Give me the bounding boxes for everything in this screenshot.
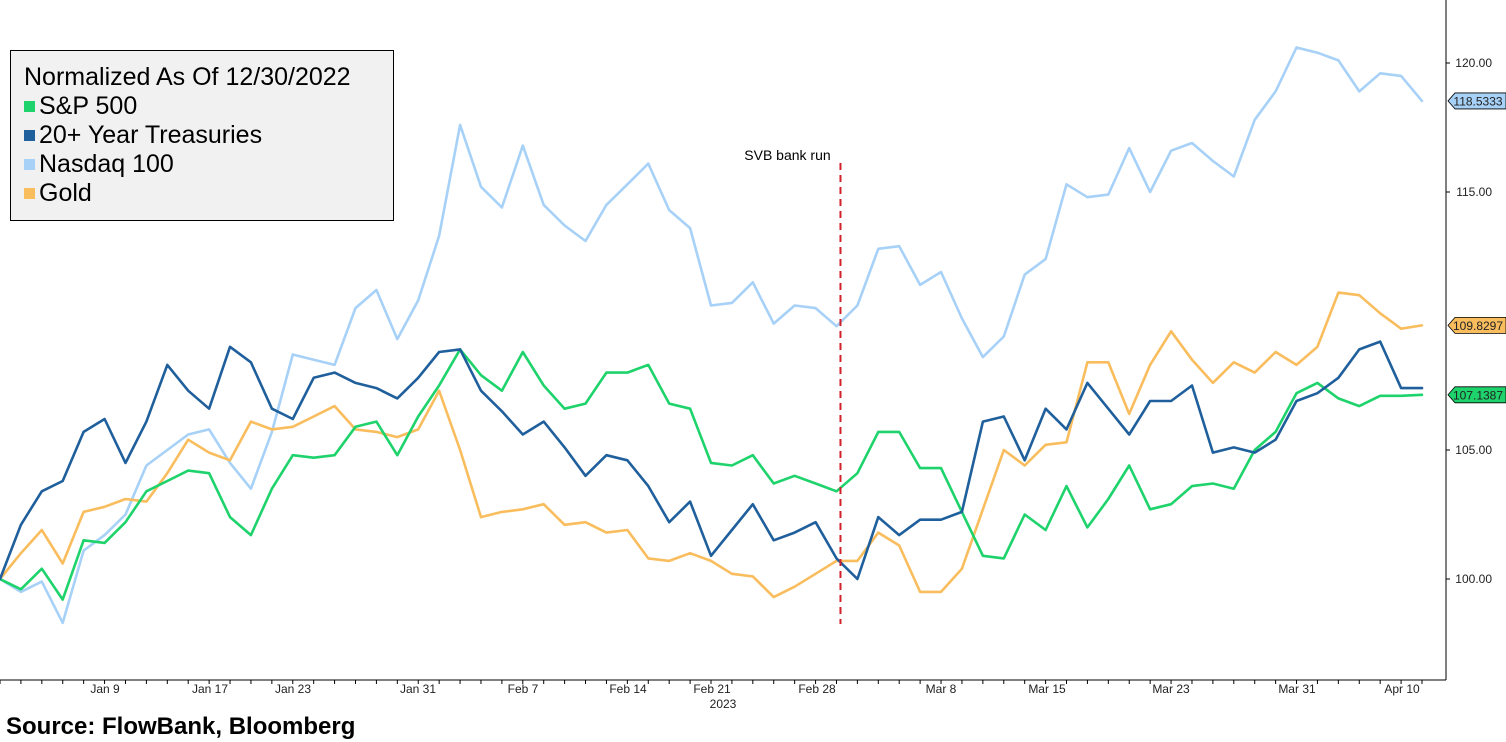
source-note: Source: FlowBank, Bloomberg <box>6 713 356 740</box>
legend-swatch-gold <box>24 188 35 199</box>
x-tick-label: Mar 31 <box>1278 682 1316 696</box>
legend-swatch-sp500 <box>24 101 35 112</box>
last-value-text: 107.1387 <box>1453 388 1503 402</box>
svb-annotation-label: SVB bank run <box>744 147 830 163</box>
legend-label-treasuries: 20+ Year Treasuries <box>39 121 263 149</box>
last-value-tag-bg <box>1447 92 1506 110</box>
legend-label-sp500: S&P 500 <box>39 92 138 120</box>
series-line-gold <box>0 291 1424 599</box>
x-tick-label: Feb 7 <box>508 682 539 696</box>
y-tick-label: 120.00 <box>1455 56 1492 70</box>
x-tick-label: Mar 8 <box>926 682 957 696</box>
legend-item-gold: Gold <box>24 179 381 208</box>
legend-label-nasdaq: Nasdaq 100 <box>39 150 174 178</box>
annotation-layer: SVB bank run <box>744 147 842 624</box>
series-line-nasdaq-100 <box>0 46 1424 625</box>
x-tick-label: Jan 31 <box>400 682 436 696</box>
x-tick-label: Apr 10 <box>1384 682 1420 696</box>
legend-swatch-treasuries <box>24 130 35 141</box>
last-value-tag-bg <box>1447 386 1506 404</box>
axis-layer <box>0 0 1447 681</box>
last-value-tag-bg <box>1447 316 1506 334</box>
x-tick-label: Jan 23 <box>275 682 311 696</box>
y-tick-label: 115.00 <box>1456 185 1492 199</box>
y-tick-label: 105.00 <box>1455 443 1492 457</box>
x-ticks: Jan 9 Jan 17 Jan 23 Jan 31 Feb 7 Feb 14 Feb 21… <box>0 680 1423 696</box>
legend-title: Normalized As Of 12/30/2022 <box>24 63 351 91</box>
x-tick-label: Jan 17 <box>192 682 228 696</box>
legend-item-nasdaq: Nasdaq 100 <box>24 150 381 179</box>
legend-item-sp500: S&P 500 <box>24 92 381 121</box>
last-value-tag: 109.8297 <box>1447 316 1506 334</box>
y-tick-label: 100.00 <box>1455 572 1492 586</box>
last-value-tag: 107.1387 <box>1447 386 1506 404</box>
last-value-tag: 118.5333 <box>1447 92 1506 110</box>
last-value-labels: 107.1387 118.5333 109.8297 <box>1447 92 1506 404</box>
legend-label-gold: Gold <box>39 179 92 207</box>
last-value-text: 118.5333 <box>1453 94 1502 108</box>
last-value-text: 109.8297 <box>1453 319 1503 333</box>
series-layer <box>0 46 1424 625</box>
legend-item-treasuries: 20+ Year Treasuries <box>24 121 381 150</box>
x-tick-label: Mar 15 <box>1028 682 1066 696</box>
x-tick-label: Feb 28 <box>798 682 836 696</box>
x-tick-label: Jan 9 <box>90 682 120 696</box>
x-year-label: 2023 <box>710 697 737 711</box>
legend-swatch-nasdaq <box>24 159 35 170</box>
x-tick-label: Mar 23 <box>1152 682 1190 696</box>
series-line-20-year-treasuries <box>0 340 1424 581</box>
x-tick-label: Feb 21 <box>693 682 731 696</box>
x-tick-label: Feb 14 <box>609 682 647 696</box>
y-ticks: 100.00 105.00 115.00 120.00 <box>1446 56 1492 586</box>
legend: Normalized As Of 12/30/2022 S&P 500 20+ … <box>10 50 394 221</box>
series-line-s-p-500 <box>0 348 1424 601</box>
